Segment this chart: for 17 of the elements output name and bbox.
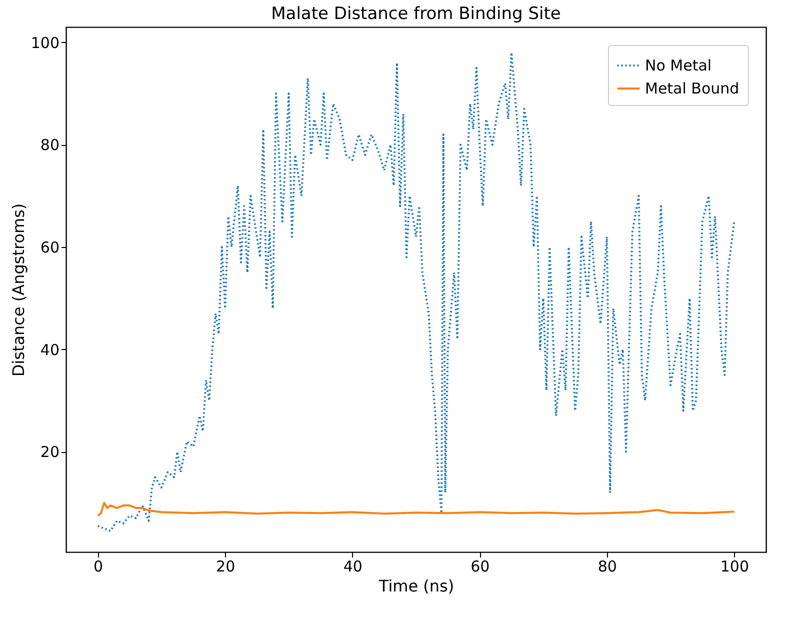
y-tick-label: 80 — [40, 136, 60, 154]
x-tick-label: 60 — [470, 558, 490, 576]
x-axis-title: Time (ns) — [378, 576, 454, 596]
y-tick-label: 40 — [40, 340, 60, 359]
legend-label: No Metal — [645, 56, 712, 74]
y-tick-label: 60 — [40, 238, 60, 257]
x-tick-label: 0 — [94, 558, 104, 576]
x-tick-label: 20 — [216, 558, 236, 576]
legend-label: Metal Bound — [645, 80, 740, 98]
x-tick-label: 80 — [598, 558, 617, 576]
y-axis-title: Distance (Angstroms) — [8, 203, 28, 377]
y-tick-label: 100 — [30, 34, 60, 52]
chart-title: Malate Distance from Binding Site — [271, 4, 561, 24]
x-tick-label: 40 — [343, 558, 362, 576]
y-tick-label: 20 — [40, 443, 60, 462]
line-series — [96, 502, 736, 517]
x-tick-label: 100 — [720, 558, 749, 576]
